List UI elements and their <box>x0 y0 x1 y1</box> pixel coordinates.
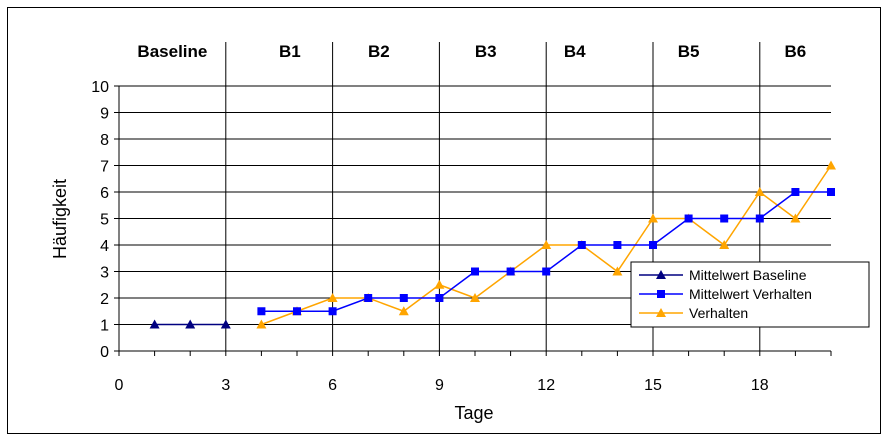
data-point-triangle <box>185 319 196 329</box>
phase-label: B2 <box>368 42 390 61</box>
x-axis-title: Tage <box>454 403 493 423</box>
data-point-square <box>649 241 657 249</box>
data-point-triangle <box>656 308 666 317</box>
series-group <box>149 160 836 329</box>
legend: Mittelwert Baseline Mittelwert Verhalten V… <box>630 261 870 328</box>
data-point-square <box>542 267 551 276</box>
data-point-square <box>257 307 266 316</box>
data-point-triangle <box>470 293 480 302</box>
data-point-square <box>720 214 729 223</box>
phase-labels: Baseline B1 B2 B3 B4 B5 B6 <box>137 42 806 61</box>
y-axis-title: Häufigkeit <box>50 179 70 259</box>
data-point-square <box>791 188 800 196</box>
legend-entry: Mittelwert Baseline <box>689 267 807 283</box>
y-tick-label: 8 <box>100 132 109 149</box>
y-tick-label: 0 <box>100 344 109 361</box>
data-point-square <box>755 214 764 223</box>
y-tick-label: 10 <box>91 79 109 96</box>
data-point-triangle <box>434 279 445 289</box>
x-tick-label: 18 <box>751 377 769 394</box>
x-tick-label: 6 <box>328 377 337 394</box>
x-tick-label: 3 <box>221 377 230 394</box>
data-point-triangle <box>256 319 267 329</box>
data-point-square <box>684 214 693 223</box>
data-point-triangle <box>648 213 658 223</box>
phase-label: B6 <box>785 42 807 61</box>
data-point-square <box>364 294 373 302</box>
phase-label: B3 <box>475 42 497 61</box>
legend-entry: Mittelwert Verhalten <box>689 286 812 302</box>
x-tick-label: 9 <box>435 377 444 394</box>
series-mittelwert-verhalten <box>257 188 835 316</box>
data-point-square <box>328 307 337 316</box>
phase-label: B1 <box>279 42 301 61</box>
y-tick-label: 6 <box>100 185 109 202</box>
y-tick-label: 5 <box>100 212 109 229</box>
data-point-triangle <box>790 213 801 223</box>
data-point-square <box>471 267 479 276</box>
data-point-triangle <box>149 319 160 329</box>
x-tick-label: 0 <box>115 377 124 394</box>
phase-label: B4 <box>564 42 586 61</box>
data-point-square <box>435 294 444 302</box>
data-point-square <box>613 241 622 249</box>
data-point-triangle <box>612 266 623 276</box>
phase-label: Baseline <box>137 42 207 61</box>
data-point-triangle <box>327 293 338 302</box>
data-point-square <box>293 307 301 316</box>
data-point-triangle <box>656 270 666 279</box>
data-point-triangle <box>220 319 231 329</box>
series-mittelwert-baseline <box>149 319 231 329</box>
y-tick-label: 9 <box>100 106 109 123</box>
y-tick-label: 4 <box>100 238 109 255</box>
legend-entry: Verhalten <box>689 305 748 321</box>
data-point-square <box>506 267 515 276</box>
data-point-triangle <box>754 187 765 196</box>
data-point-square <box>827 188 835 196</box>
data-point-square <box>399 294 408 302</box>
data-point-triangle <box>719 240 730 249</box>
chart-border <box>7 7 881 434</box>
x-tick-label: 12 <box>537 377 555 394</box>
phase-label: B5 <box>678 42 700 61</box>
y-tick-label: 3 <box>100 265 109 282</box>
y-tick-label: 2 <box>100 291 109 308</box>
data-point-triangle <box>826 160 836 170</box>
data-point-square <box>577 241 586 249</box>
data-point-triangle <box>541 240 552 249</box>
x-tick-label: 15 <box>644 377 662 394</box>
data-point-triangle <box>398 306 409 316</box>
grid-lines <box>119 85 831 325</box>
y-tick-label: 1 <box>100 318 109 335</box>
y-tick-label: 7 <box>100 159 109 176</box>
data-point-square <box>657 290 665 298</box>
